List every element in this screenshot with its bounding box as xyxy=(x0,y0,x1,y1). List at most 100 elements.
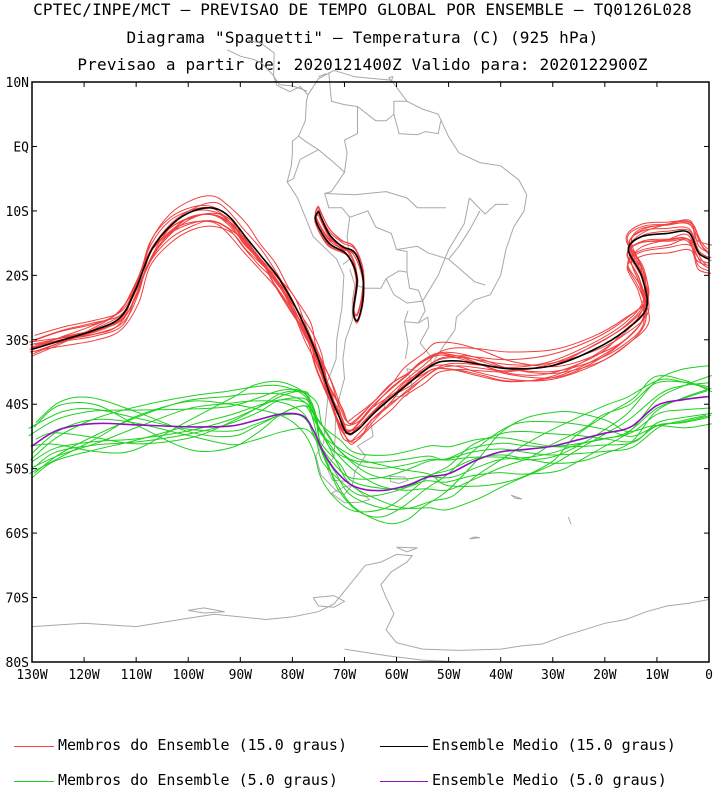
lat-label: 70S xyxy=(6,592,29,607)
lon-label: 100W xyxy=(173,668,204,683)
ensemble-member-5-line xyxy=(30,380,712,525)
coastline xyxy=(403,321,409,360)
ensemble-means-layer xyxy=(31,207,710,492)
legend-mean15-label: Ensemble Medio (15.0 graus) xyxy=(432,736,676,754)
lon-label: 120W xyxy=(68,668,99,683)
coastline xyxy=(469,197,509,215)
lon-label: 20W xyxy=(593,668,617,683)
coastline xyxy=(422,197,470,302)
spaghetti-map: 10N EQ 10S 20S 30S 40S 50S 60S 70S 80S 130W 120W 11… xyxy=(6,39,713,683)
legend-member15-label: Membros do Ensemble (15.0 graus) xyxy=(58,736,347,754)
ensemble-mean-15-line xyxy=(31,207,710,435)
map-title-line-1: CPTEC/INPE/MCT – PREVISAO DE TEMPO GLOBA… xyxy=(33,0,692,19)
ensemble-mean-15-loop xyxy=(314,210,365,322)
lat-label: 30S xyxy=(6,334,29,349)
coastline xyxy=(312,595,346,608)
ensemble-mean-5-line xyxy=(31,395,710,492)
coastline xyxy=(344,648,460,663)
lon-label: 90W xyxy=(229,668,253,683)
lon-label: 80W xyxy=(281,668,305,683)
coastline xyxy=(247,39,308,92)
legend-mean5-label: Ensemble Medio (5.0 graus) xyxy=(432,771,667,789)
ensemble-member-5-line xyxy=(32,387,712,497)
ensemble-member-5-line xyxy=(28,390,708,480)
lat-label: 20S xyxy=(6,269,29,284)
lon-label: 40W xyxy=(489,668,513,683)
coastline xyxy=(389,475,409,485)
lat-label: 10N xyxy=(6,76,29,91)
coastline xyxy=(406,272,424,302)
map-title-line-2: Diagrama "Spaguetti" – Temperatura (C) (… xyxy=(126,28,599,47)
legend-member5-swatch xyxy=(14,781,54,782)
ensemble-member-15-line xyxy=(34,213,713,422)
lon-label: 70W xyxy=(333,668,357,683)
ensemble-members-5-layer xyxy=(28,365,713,525)
ensemble-member-15-loop xyxy=(314,205,365,317)
map-frame xyxy=(31,81,710,663)
axis-ticks xyxy=(31,81,710,663)
ensemble-member-15-line xyxy=(30,220,712,432)
lat-label: 40S xyxy=(6,398,29,413)
ensemble-member-5-line xyxy=(30,375,712,490)
legend-member15-swatch xyxy=(14,746,54,747)
ensemble-member-15-line xyxy=(31,195,709,426)
ensemble-member-5-line xyxy=(32,382,710,511)
lat-label: 50S xyxy=(6,463,29,478)
coastline xyxy=(396,210,481,260)
lon-label: 50W xyxy=(437,668,461,683)
coastline xyxy=(188,607,225,614)
lat-label: 60S xyxy=(6,527,29,542)
coastline xyxy=(330,484,371,504)
lon-label: 10W xyxy=(645,668,669,683)
coastline xyxy=(469,536,480,540)
coastline xyxy=(448,258,486,286)
coastline xyxy=(396,546,418,553)
ensemble-member-5-line xyxy=(33,375,713,487)
coastline xyxy=(388,76,394,83)
ensemble-member-15-line xyxy=(34,220,709,434)
lat-label: 10S xyxy=(6,205,29,220)
legend-member5-label: Membros do Ensemble (5.0 graus) xyxy=(58,771,338,789)
ensemble-member-15-line xyxy=(32,212,710,431)
legend-mean15-swatch xyxy=(380,746,428,747)
ensemble-member-15-line xyxy=(34,213,709,425)
legend-row-2: Membros do Ensemble (5.0 graus) Ensemble… xyxy=(0,771,725,791)
latitude-labels: 10N EQ 10S 20S 30S 40S 50S 60S 70S 80S xyxy=(6,76,30,671)
lat-label: 80S xyxy=(6,656,29,671)
ensemble-member-15-line xyxy=(29,206,711,445)
ensemble-member-5-line xyxy=(31,391,713,463)
longitude-labels: 130W 120W 110W 100W 90W 80W 70W 60W 50W 40W 30W 20W… xyxy=(16,668,713,683)
lon-label: 60W xyxy=(385,668,409,683)
ensemble-member-5-line xyxy=(32,400,710,518)
coastline xyxy=(357,100,407,122)
ensemble-member-15-line xyxy=(34,201,710,434)
coastline xyxy=(393,114,442,136)
coastline xyxy=(298,72,358,174)
coastlines-layer xyxy=(31,39,710,663)
ensemble-member-15-line xyxy=(29,225,712,433)
ensemble-members-15-layer xyxy=(28,195,713,445)
lon-label: 30W xyxy=(541,668,565,683)
lon-label: 0 xyxy=(705,668,713,683)
coastline xyxy=(31,553,710,651)
coastline xyxy=(510,494,523,500)
lat-label: EQ xyxy=(13,140,29,155)
ensemble-member-15-loop xyxy=(314,205,364,316)
ensemble-member-5-line xyxy=(34,397,706,469)
coastline xyxy=(385,278,426,324)
coastline xyxy=(286,149,319,183)
ensemble-member-15-line xyxy=(28,220,712,425)
coastline xyxy=(227,49,309,96)
ensemble-member-15-line xyxy=(32,213,710,436)
legend-row-1: Membros do Ensemble (15.0 graus) Ensembl… xyxy=(0,736,725,756)
ensemble-member-5-line xyxy=(28,388,711,480)
map-title-line-3: Previsao a partir de: 2020121400Z Valido… xyxy=(77,55,648,74)
ensemble-member-5-line xyxy=(35,380,710,492)
lon-label: 130W xyxy=(16,668,47,683)
coastline xyxy=(324,191,446,209)
coastline xyxy=(567,516,572,525)
lon-label: 110W xyxy=(120,668,151,683)
ensemble-member-5-line xyxy=(33,378,710,511)
coastline xyxy=(318,73,327,78)
legend-mean5-swatch xyxy=(380,781,428,782)
